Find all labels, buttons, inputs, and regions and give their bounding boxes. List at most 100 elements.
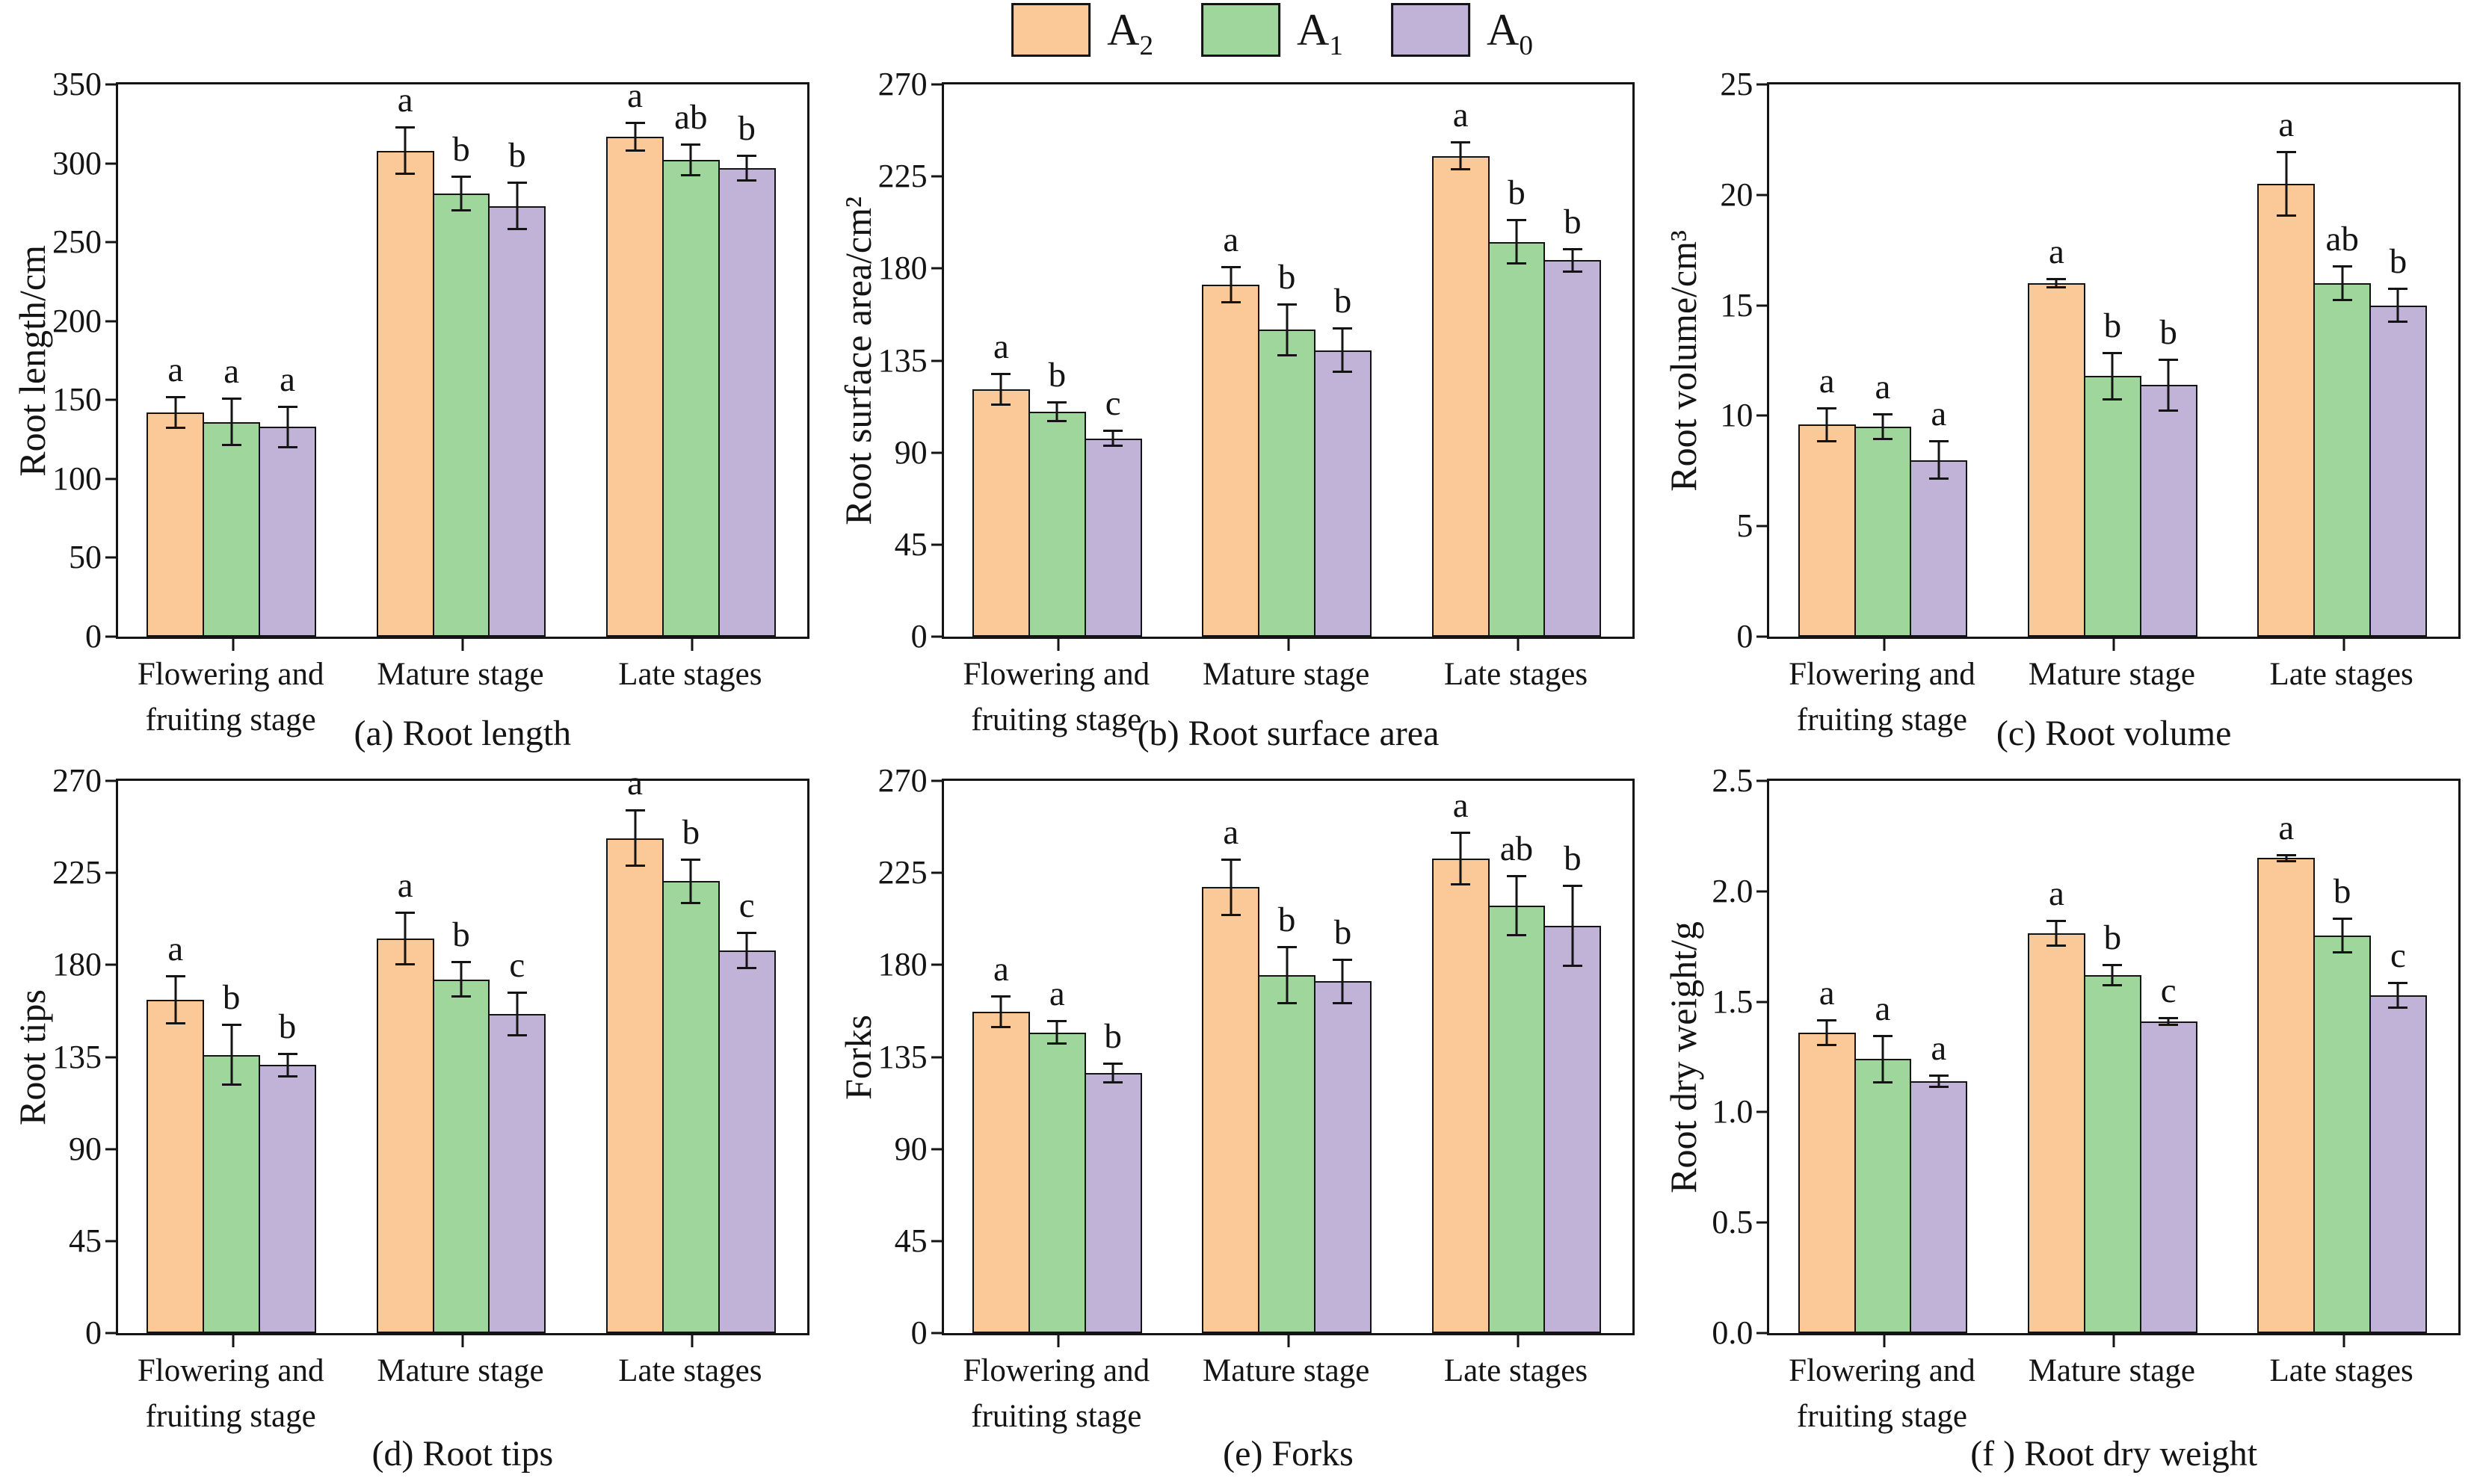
error-bar-cap	[451, 175, 471, 178]
y-tick-label: 250	[52, 223, 102, 261]
x-axis-labels: Flowering and fruiting stage Mature stage L…	[116, 1348, 809, 1445]
y-tick-label: 135	[877, 1038, 928, 1075]
bar	[2083, 376, 2141, 637]
legend-item-a0: A0	[1390, 3, 1533, 60]
y-tick	[931, 359, 942, 362]
error-bar	[1881, 1036, 1884, 1082]
x-tick	[232, 1335, 235, 1347]
category-label: Late stages	[618, 1353, 762, 1388]
bar	[1258, 975, 1316, 1333]
error-bar	[286, 407, 289, 446]
chart-caption: (f ) Root dry weight	[1970, 1434, 2258, 1474]
error-bar	[689, 146, 692, 175]
significance-letter: a	[1049, 974, 1065, 1013]
error-bar-cap	[1103, 1063, 1123, 1066]
x-tick	[1057, 639, 1060, 651]
error-bar	[1055, 1021, 1058, 1043]
significance-letter: b	[452, 129, 470, 169]
error-bar-cap	[165, 396, 185, 399]
bar	[2313, 935, 2372, 1333]
bar	[203, 421, 261, 637]
error-bar	[1937, 442, 1940, 478]
y-tick	[1756, 525, 1768, 528]
y-tick-label: 135	[877, 341, 928, 379]
y-tick	[931, 83, 942, 86]
bar	[432, 193, 490, 637]
significance-letter: b	[2389, 241, 2407, 281]
error-bar-cap	[1872, 437, 1893, 440]
error-bar-cap	[2046, 286, 2067, 289]
plot-area: 0 45 90 135 180 225 270 a a a b b b b c c	[52, 764, 809, 1349]
error-bar	[1459, 143, 1462, 169]
y-tick	[1756, 414, 1768, 417]
chart-root-dry-weight: Root dry weight/g 0.0 0.5 1.0 1.5 2.0 2.5 a a a a…	[1651, 755, 2477, 1484]
y-tick	[105, 635, 116, 638]
error-bar	[404, 913, 407, 963]
error-bar	[1571, 887, 1574, 965]
legend-swatch-a1	[1201, 3, 1281, 57]
error-bar-cap	[1047, 1042, 1067, 1045]
y-tick	[931, 871, 942, 874]
y-tick-label: 225	[877, 158, 928, 195]
error-bar-cap	[1333, 327, 1353, 330]
error-bar-cap	[2276, 860, 2296, 863]
y-tick	[931, 963, 942, 966]
bar	[606, 838, 664, 1333]
error-bar	[516, 993, 519, 1035]
error-bar-cap	[1817, 1019, 1837, 1022]
bar	[2139, 1021, 2197, 1333]
significance-letter: b	[2103, 306, 2122, 345]
error-bar-cap	[1047, 419, 1067, 422]
error-bar-cap	[2046, 920, 2067, 923]
y-tick-label: 10	[1720, 397, 1753, 434]
bar	[1028, 411, 1086, 637]
x-tick	[2112, 639, 2115, 651]
y-tick-label: 270	[877, 762, 928, 799]
error-bar-cap	[681, 858, 701, 861]
y-tick	[105, 871, 116, 874]
error-bar-cap	[991, 372, 1011, 375]
bar	[1258, 330, 1316, 637]
y-tick-label: 225	[52, 854, 102, 891]
error-bar	[174, 398, 177, 427]
significance-letter: c	[738, 886, 755, 926]
bar	[488, 1014, 546, 1333]
error-bar-cap	[2276, 214, 2296, 217]
y-tick	[1756, 83, 1768, 86]
y-tick-label: 2.5	[1712, 762, 1753, 799]
bar	[2257, 184, 2316, 637]
y-tick	[931, 543, 942, 546]
error-bar-cap	[1506, 262, 1526, 265]
error-bar-cap	[221, 1083, 241, 1086]
chart-caption: (b) Root surface area	[1137, 714, 1440, 753]
category-label: Late stages	[1443, 1353, 1588, 1388]
legend-label-a1: A1	[1297, 5, 1343, 61]
x-tick	[1883, 639, 1886, 651]
bar	[1543, 260, 1602, 637]
y-tick	[105, 963, 116, 966]
significance-letter: a	[627, 75, 643, 115]
significance-letter: b	[452, 915, 470, 954]
x-tick	[232, 639, 235, 651]
error-bar	[1286, 305, 1289, 355]
bar	[1431, 155, 1490, 637]
error-bar	[2341, 268, 2344, 299]
y-axis-title: Root dry weight/g	[1662, 921, 1705, 1193]
significance-letter: a	[2278, 808, 2295, 847]
significance-letter: a	[397, 865, 413, 905]
error-bar-cap	[1506, 874, 1526, 877]
category-label: Flowering and fruiting stage	[963, 657, 1150, 738]
error-bar-cap	[1451, 882, 1471, 885]
significance-letter: a	[223, 352, 240, 392]
y-tick-label: 90	[894, 1130, 928, 1167]
category-label: Flowering and fruiting stage	[1789, 657, 1975, 738]
chart-caption: (a) Root length	[354, 714, 572, 753]
legend-item-a2: A2	[1011, 3, 1153, 60]
error-bar-cap	[2046, 944, 2067, 947]
error-bar-cap	[1928, 477, 1949, 480]
y-tick	[931, 779, 942, 782]
error-bar-cap	[395, 911, 416, 914]
bar	[2369, 305, 2427, 637]
y-tick-label: 1.0	[1712, 1093, 1753, 1131]
error-bar-cap	[395, 126, 416, 129]
